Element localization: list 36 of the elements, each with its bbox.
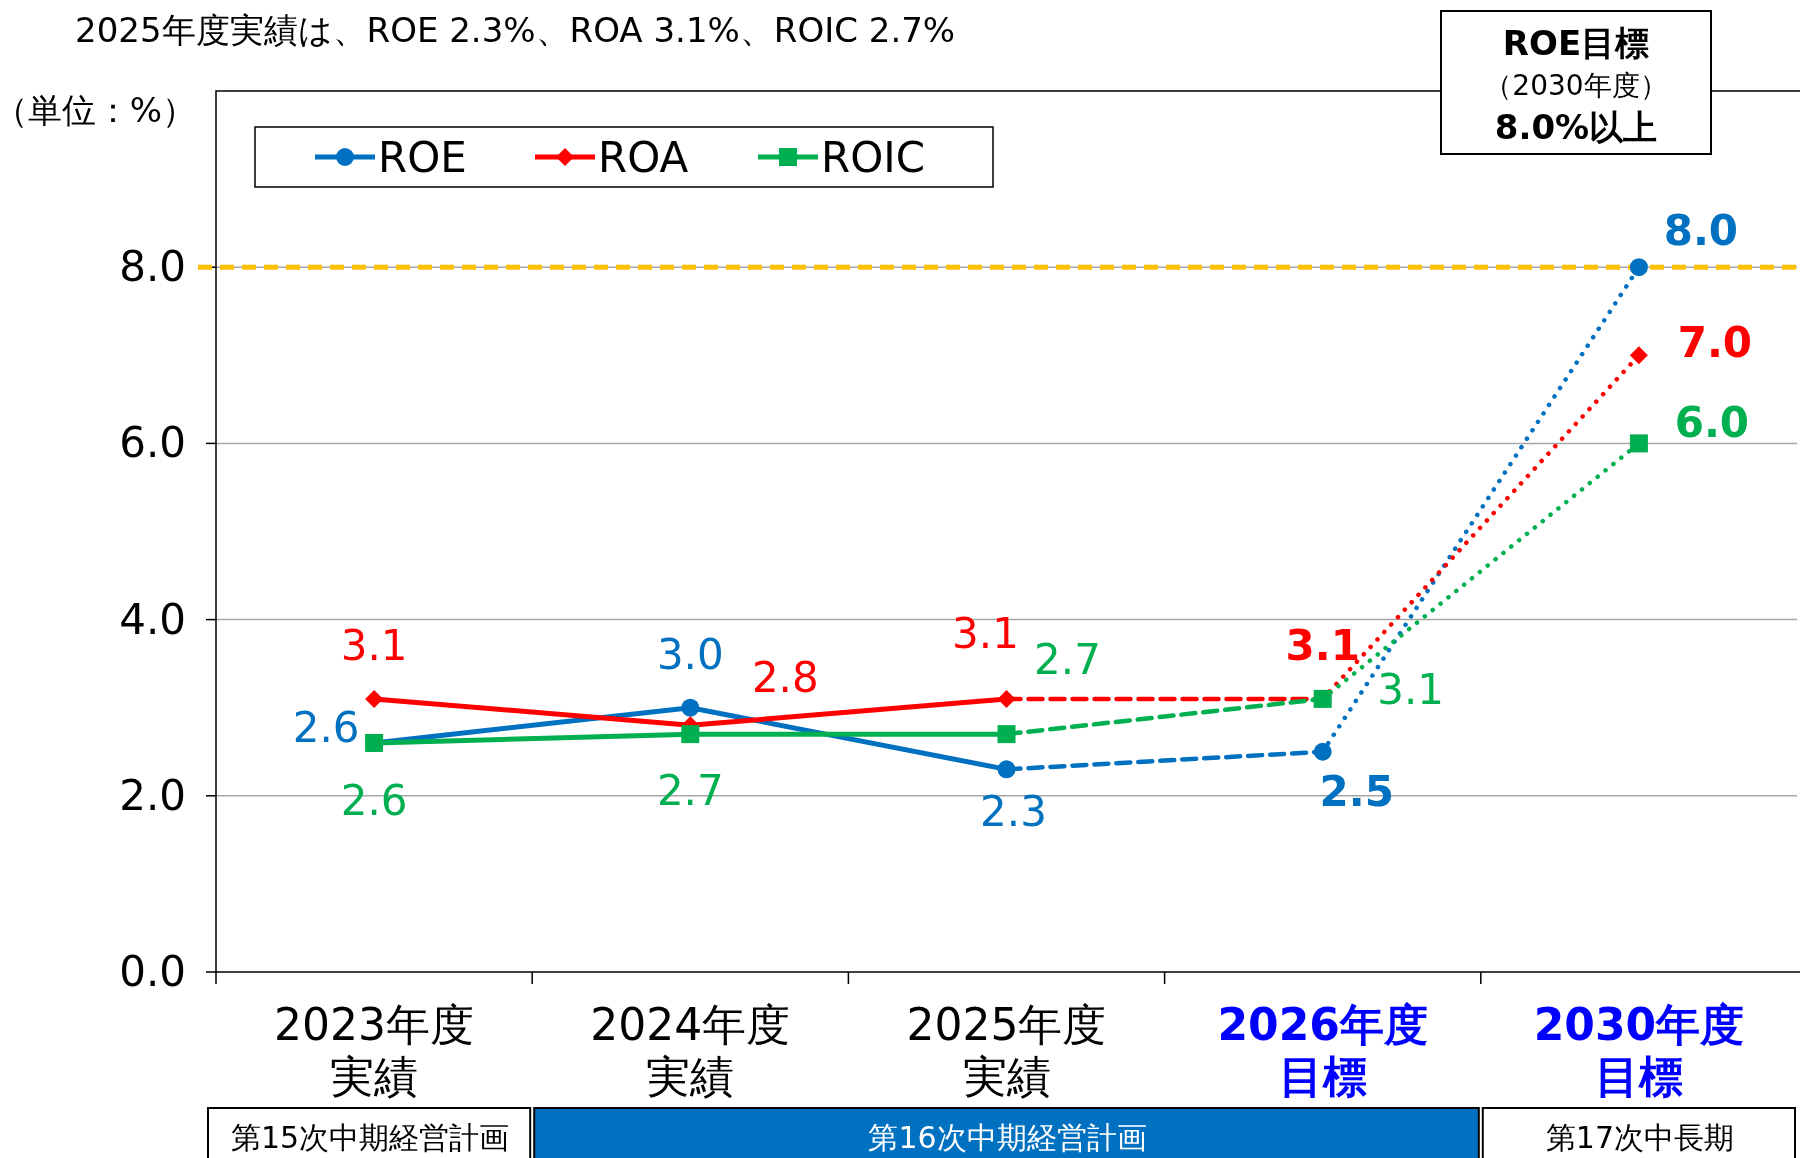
- text: ROE目標: [1502, 23, 1650, 63]
- data-label: 2.5: [1319, 766, 1394, 816]
- data-label: 8.0: [1663, 206, 1739, 256]
- data-label: 2.6: [340, 775, 408, 825]
- chart-title: 2025年度実績は、ROE 2.3%、ROA 3.1%、ROIC 2.7%: [75, 10, 956, 50]
- data-label: 6.0: [1674, 398, 1750, 448]
- legend-label: ROIC: [821, 133, 925, 182]
- x-tick-label: 2026年度目標: [1217, 999, 1428, 1102]
- text: 第15次中期経営計画: [231, 1120, 510, 1155]
- y-tick-label: 4.0: [119, 594, 186, 644]
- data-label: 3.1: [1377, 664, 1445, 714]
- data-label: 3.1: [340, 620, 408, 670]
- text: 第16次中期経営計画: [868, 1120, 1147, 1155]
- x-tick-label: 2030年度目標: [1533, 999, 1745, 1102]
- y-axis-title: （単位：%）: [0, 90, 197, 130]
- x-tick-label: 2023年度実績: [274, 999, 475, 1102]
- x-tick-label: 2024年度実績: [590, 999, 791, 1102]
- y-tick-label: 6.0: [119, 418, 186, 468]
- annotation: （2030年度）: [1484, 69, 1668, 102]
- annotation: 8.0%以上: [1494, 107, 1658, 147]
- y-tick-label: 0.0: [119, 947, 186, 996]
- data-label: 2.7: [1034, 635, 1101, 685]
- y-tick-label: 8.0: [119, 242, 186, 292]
- legend-label: ROE: [378, 133, 467, 182]
- x-tick-label: 2025年度実績: [906, 999, 1107, 1102]
- data-label: 7.0: [1677, 318, 1753, 368]
- data-label: 2.3: [980, 787, 1047, 837]
- data-label: 2.7: [656, 766, 724, 816]
- text: 第17次中長期: [1545, 1120, 1734, 1155]
- legend-label: ROA: [598, 133, 689, 182]
- data-label: 3.1: [1285, 620, 1360, 670]
- y-tick-label: 2.0: [119, 770, 186, 820]
- data-label: 2.8: [751, 653, 819, 703]
- data-label: 2.6: [292, 702, 360, 752]
- data-label: 3.0: [656, 629, 724, 679]
- data-label: 3.1: [952, 608, 1019, 658]
